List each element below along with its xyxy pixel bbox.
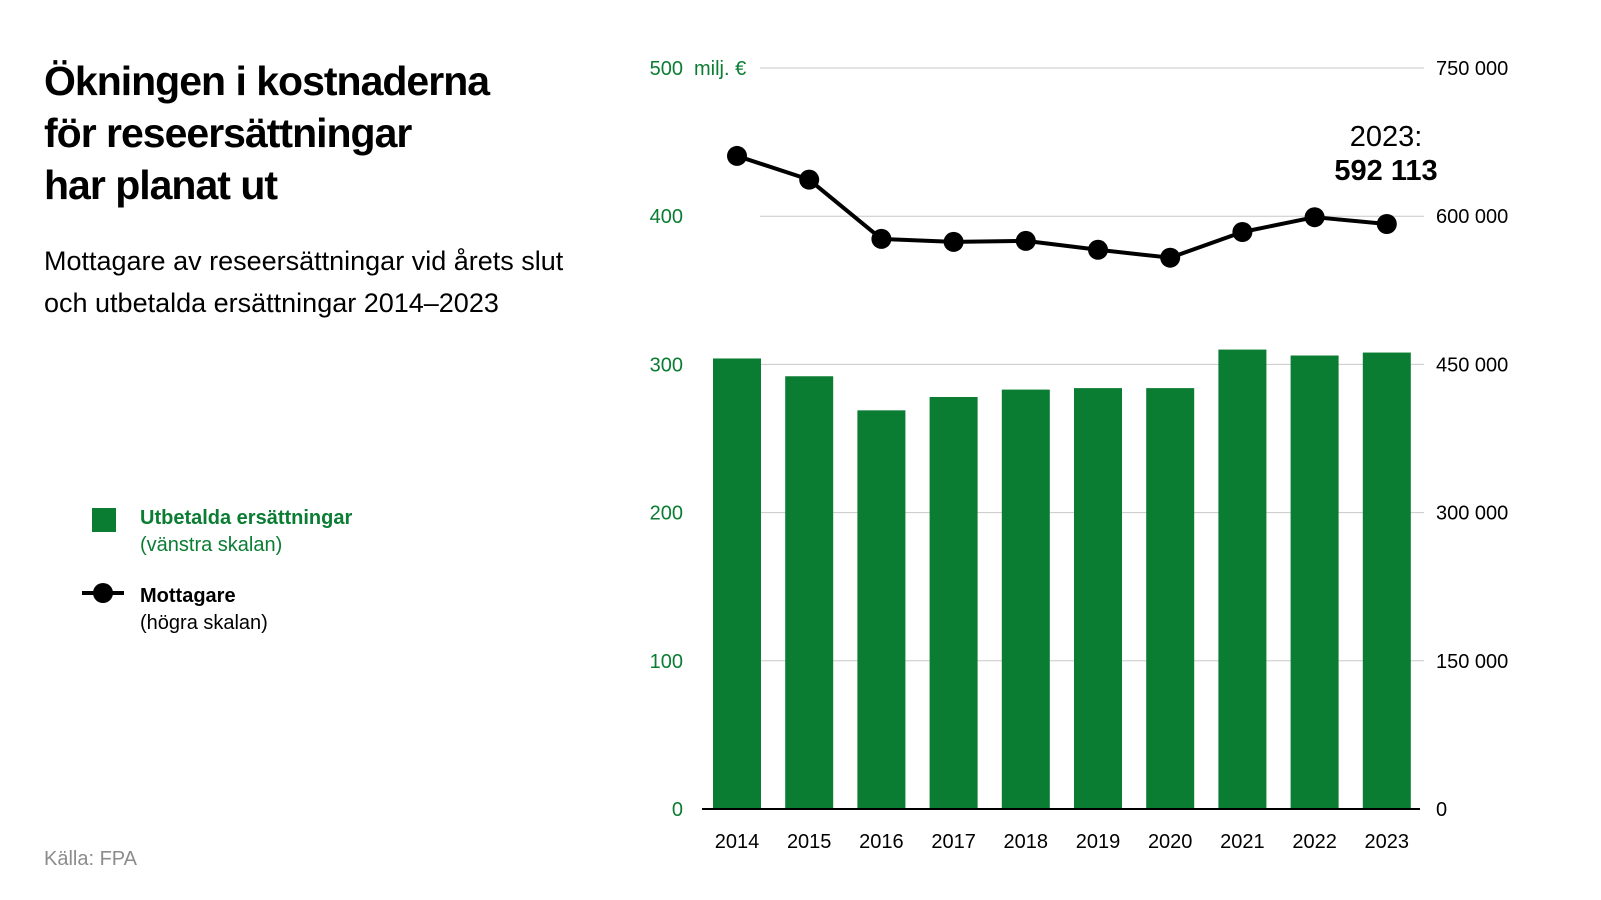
x-axis-tick-label: 2020	[1148, 831, 1193, 853]
left-axis-tick-label: 0	[672, 799, 683, 821]
legend-line-marker-icon	[82, 583, 124, 603]
line-series	[736, 154, 1387, 260]
right-axis-tick-label: 750 000	[1436, 58, 1508, 80]
legend-bar-scale: (vänstra skalan)	[140, 534, 283, 556]
line-point	[1160, 247, 1181, 268]
line-point	[1232, 222, 1253, 243]
chart-title: Ökningen i kostnaderna för reseersättnin…	[44, 55, 604, 211]
chart-title-line: för reseersättningar	[44, 110, 412, 156]
bar	[1290, 355, 1339, 809]
line-point	[1304, 207, 1325, 228]
line-point	[1376, 213, 1397, 234]
legend-bar-swatch	[92, 508, 116, 532]
line-point	[1015, 230, 1036, 251]
legend-line-scale: (högra skalan)	[140, 612, 268, 634]
line-point	[871, 228, 892, 249]
annotation-year-label: 2023:	[1350, 121, 1423, 153]
x-axis-tick-label: 2021	[1220, 831, 1265, 853]
bar	[1218, 349, 1267, 809]
bar	[857, 410, 906, 809]
legend-bar-name: Utbetalda ersättningar	[140, 507, 353, 529]
x-axis-tick-label: 2015	[787, 831, 832, 853]
right-axis-tick-label: 300 000	[1436, 503, 1508, 525]
x-axis-tick-label: 2018	[1004, 831, 1049, 853]
left-axis-tick-label: 200	[650, 503, 683, 525]
left-axis-unit-label: milj. €	[694, 58, 746, 80]
left-axis-tick-label: 400	[650, 206, 683, 228]
bar	[929, 397, 978, 809]
right-axis-tick-label: 450 000	[1436, 354, 1508, 376]
bar	[1001, 389, 1050, 809]
right-axis-tick-label: 600 000	[1436, 206, 1508, 228]
source-note: Källa: FPA	[44, 848, 137, 870]
left-axis-tick-label: 100	[650, 651, 683, 673]
x-axis-tick-label: 2022	[1292, 831, 1337, 853]
right-axis-tick-label: 0	[1436, 799, 1447, 821]
chart-subtitle-line: och utbetalda ersättningar 2014–2023	[44, 288, 499, 318]
left-axis-tick-label: 500	[650, 58, 683, 80]
bar	[1074, 388, 1122, 809]
bar	[785, 376, 834, 809]
chart-subtitle: Mottagare av reseersättningar vid årets …	[44, 240, 604, 324]
bar	[1362, 352, 1411, 809]
line-point	[799, 169, 820, 190]
chart-subtitle-line: Mottagare av reseersättningar vid årets …	[44, 246, 564, 276]
legend-line-name: Mottagare	[140, 585, 236, 607]
x-axis-tick-label: 2017	[931, 831, 976, 853]
line-point	[727, 145, 747, 166]
bar	[1146, 388, 1195, 809]
left-axis-tick-label: 300	[650, 354, 683, 376]
line-point	[943, 231, 964, 252]
x-axis-tick-label: 2016	[859, 831, 904, 853]
x-axis-tick-label: 2019	[1076, 831, 1121, 853]
legend-bar-text: Utbetalda ersättningar (vänstra skalan)	[140, 505, 352, 559]
right-axis-tick-label: 150 000	[1436, 651, 1508, 673]
annotation-value-label: 592 113	[1334, 155, 1437, 187]
legend-line-text: Mottagare (högra skalan)	[140, 583, 268, 637]
chart-title-line: Ökningen i kostnaderna	[44, 58, 490, 104]
chart-title-line: har planat ut	[44, 162, 278, 208]
bar	[713, 358, 761, 809]
line-point	[1088, 239, 1108, 260]
x-axis-tick-label: 2014	[715, 831, 760, 853]
x-axis-tick-label: 2023	[1365, 831, 1410, 853]
